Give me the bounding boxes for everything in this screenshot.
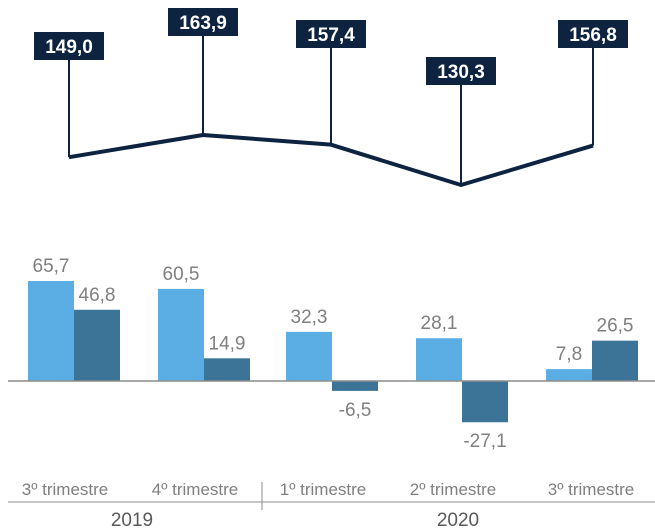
label-box bbox=[558, 20, 628, 48]
line-data-label: 149,0 bbox=[34, 32, 104, 60]
bar-value-label: 7,8 bbox=[556, 344, 582, 365]
bar-value-label: 28,1 bbox=[421, 313, 458, 334]
bar-value-label: 60,5 bbox=[163, 264, 200, 285]
bar bbox=[462, 381, 508, 423]
line-series bbox=[68, 133, 594, 187]
label-box bbox=[296, 20, 366, 48]
x-axis: 3º trimestre 4º trimestre 1º trimestre 2º t… bbox=[8, 380, 655, 529]
line-value-label: 130,3 bbox=[437, 62, 485, 83]
bar bbox=[204, 358, 250, 381]
bar-series-layer: 65,7 60,5 32,3 28,1 7,8 46,8 14,9 -6,5 -27,1 26,5 bbox=[28, 256, 638, 452]
label-box bbox=[426, 57, 496, 85]
bar bbox=[28, 281, 74, 381]
bar-value-label: 14,9 bbox=[209, 333, 246, 354]
category-label: 2º trimestre bbox=[410, 480, 497, 499]
group-label: 2019 bbox=[111, 510, 153, 529]
line-data-label: 163,9 bbox=[168, 8, 238, 36]
category-label: 1º trimestre bbox=[280, 480, 367, 499]
line-value-label: 149,0 bbox=[45, 37, 93, 58]
bar bbox=[592, 340, 638, 381]
bar-value-label: 26,5 bbox=[597, 316, 634, 337]
line-value-label: 157,4 bbox=[307, 25, 355, 46]
line-series-layer: 149,0 163,9 157,4 130,3 156,8 bbox=[34, 8, 628, 187]
line-value-label: 156,8 bbox=[569, 25, 617, 46]
bar-value-label: 32,3 bbox=[291, 307, 328, 328]
bar bbox=[416, 338, 462, 381]
category-label: 3º trimestre bbox=[22, 480, 109, 499]
line-value-label: 163,9 bbox=[179, 13, 227, 34]
bar bbox=[332, 381, 378, 391]
bar bbox=[286, 331, 332, 381]
label-box bbox=[168, 8, 238, 36]
bar-value-label: -27,1 bbox=[463, 431, 506, 452]
line-data-label: 156,8 bbox=[558, 20, 628, 48]
bar bbox=[158, 288, 204, 381]
group-label: 2020 bbox=[437, 510, 479, 529]
line-data-label: 130,3 bbox=[426, 57, 496, 85]
category-label: 3º trimestre bbox=[548, 480, 635, 499]
bar-value-label: -6,5 bbox=[339, 400, 372, 421]
bar-value-label: 65,7 bbox=[33, 256, 70, 277]
bar-value-label: 46,8 bbox=[79, 285, 116, 306]
bar bbox=[546, 369, 592, 381]
category-label: 4º trimestre bbox=[152, 480, 239, 499]
label-box bbox=[34, 32, 104, 60]
line-data-label: 157,4 bbox=[296, 20, 366, 48]
bar bbox=[74, 309, 120, 381]
